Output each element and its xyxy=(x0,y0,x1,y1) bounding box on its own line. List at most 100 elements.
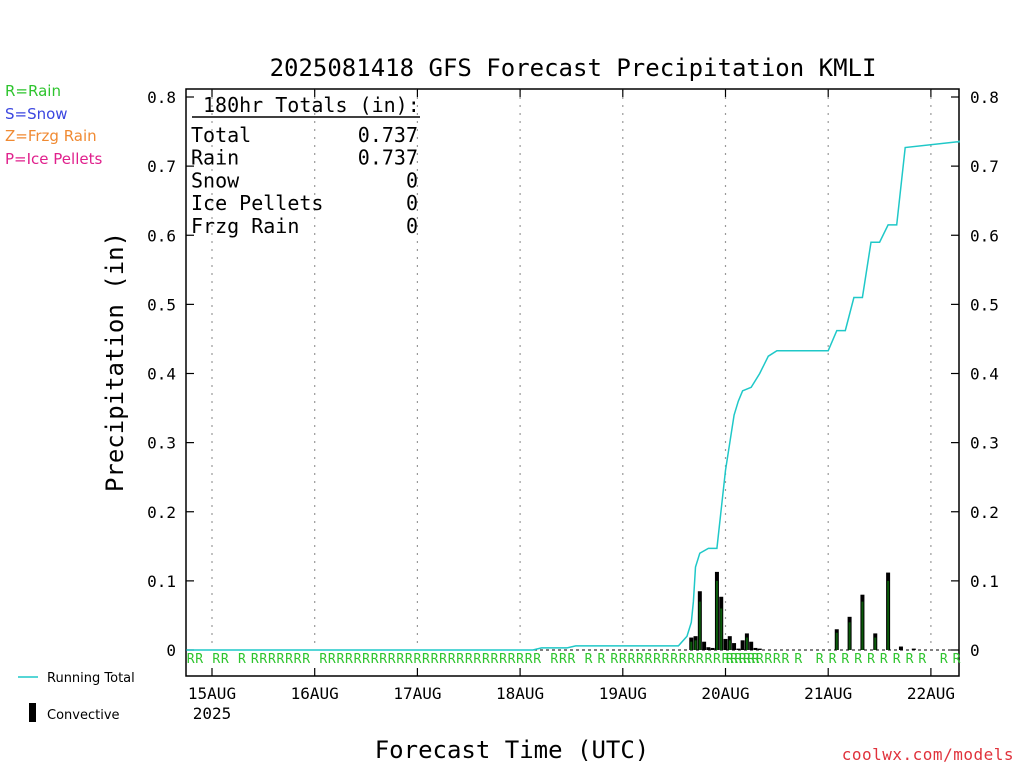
y-tick-label-right: 0.4 xyxy=(970,365,999,384)
convective-bar xyxy=(720,608,723,650)
rain-marker: R xyxy=(781,652,789,667)
ptype-legend-snow: S=Snow xyxy=(5,105,68,123)
y-tick-label-left: 0.6 xyxy=(147,226,176,245)
y-tick-label-left: 0 xyxy=(166,641,176,660)
rain-marker: R xyxy=(259,652,267,667)
y-tick-label-right: 0.5 xyxy=(970,295,999,314)
rain-marker: R xyxy=(516,652,524,667)
convective-bar xyxy=(835,632,838,650)
convective-legend-label: Convective xyxy=(47,708,120,723)
convective-bar xyxy=(861,601,864,650)
running-total-legend-label: Running Total xyxy=(47,671,135,686)
rain-marker: R xyxy=(508,652,516,667)
x-tick-label: 22AUG xyxy=(907,684,955,703)
rain-marker: R xyxy=(679,652,687,667)
rain-marker: R xyxy=(319,652,327,667)
rain-marker: R xyxy=(388,652,396,667)
precip-bar xyxy=(898,646,903,650)
totals-row-label: Snow xyxy=(191,168,240,192)
y-axis-label: Precipitation (in) xyxy=(101,232,129,492)
rain-marker: R xyxy=(285,652,293,667)
rain-marker: R xyxy=(953,652,961,667)
totals-row-label: Total xyxy=(191,123,251,147)
rain-marker: R xyxy=(747,652,755,667)
precip-bar xyxy=(706,647,711,650)
rain-marker: R xyxy=(619,652,627,667)
rain-marker: R xyxy=(221,652,229,667)
precip-bars xyxy=(186,571,959,651)
rain-marker: R xyxy=(533,652,541,667)
source-credit: coolwx.com/models xyxy=(841,745,1014,764)
x-tick-label: 17AUG xyxy=(393,684,441,703)
rain-marker: R xyxy=(722,652,730,667)
x-axis-label: Forecast Time (UTC) xyxy=(375,736,650,764)
totals-row-label: Frzg Rain xyxy=(191,214,299,238)
rain-marker: R xyxy=(610,652,618,667)
rain-marker: R xyxy=(773,652,781,667)
rain-marker: R xyxy=(525,652,533,667)
convective-bar xyxy=(698,601,701,650)
rain-marker: R xyxy=(585,652,593,667)
y-axis-right: 0 0.1 0.2 0.3 0.4 0.5 0.6 0.7 0.8 xyxy=(951,88,999,660)
precip-bar xyxy=(723,638,728,650)
convective-bar xyxy=(745,637,748,650)
convective-legend-swatch xyxy=(29,703,36,722)
rain-marker: R xyxy=(906,652,914,667)
convective-bar xyxy=(887,580,890,650)
y-tick-label-left: 0.7 xyxy=(147,157,176,176)
rain-marker: R xyxy=(499,652,507,667)
rain-marker: R xyxy=(439,652,447,667)
rain-marker: R xyxy=(627,652,635,667)
rain-marker: R xyxy=(880,652,888,667)
rain-marker: R xyxy=(212,652,220,667)
precip-bar xyxy=(757,648,762,650)
totals-row-value: 0 xyxy=(406,191,418,215)
rain-marker: R xyxy=(431,652,439,667)
rain-marker: R xyxy=(756,652,764,667)
y-tick-label-right: 0.2 xyxy=(970,503,999,522)
rain-marker: R xyxy=(893,652,901,667)
rain-marker: R xyxy=(568,652,576,667)
plot-area xyxy=(185,88,960,677)
precip-bar xyxy=(736,648,741,650)
rain-marker: R xyxy=(670,652,678,667)
running-total-line xyxy=(186,140,960,651)
y-tick-label-right: 0.6 xyxy=(970,226,999,245)
convective-bar xyxy=(728,640,731,650)
chart-title: 2025081418 GFS Forecast Precipitation KM… xyxy=(270,54,877,82)
rain-marker: R xyxy=(362,652,370,667)
x-tick-label: 18AUG xyxy=(496,684,544,703)
rain-marker: R xyxy=(345,652,353,667)
rain-marker: R xyxy=(829,652,837,667)
ptype-legend-frzg-rain: Z=Frzg Rain xyxy=(5,127,97,145)
rain-marker: R xyxy=(734,652,742,667)
rain-marker: R xyxy=(187,652,195,667)
rain-marker: R xyxy=(816,652,824,667)
convective-bar xyxy=(694,640,697,650)
totals-row-value: 0 xyxy=(406,168,418,192)
rain-marker: R xyxy=(550,652,558,667)
ptype-legend-ice-pellets: P=Ice Pellets xyxy=(5,150,103,168)
rain-marker: R xyxy=(559,652,567,667)
rain-marker: R xyxy=(841,652,849,667)
totals-heading: 180hr Totals (in): xyxy=(203,93,420,117)
convective-bar xyxy=(690,641,693,650)
rain-marker: R xyxy=(302,652,310,667)
rain-marker: R xyxy=(413,652,421,667)
x-tick-label: 19AUG xyxy=(599,684,647,703)
convective-bar xyxy=(874,637,877,650)
day-gridlines xyxy=(211,89,932,648)
rain-marker: R xyxy=(336,652,344,667)
rain-marker: R xyxy=(645,652,653,667)
rain-marker: R xyxy=(739,652,747,667)
rain-marker: R xyxy=(251,652,259,667)
series-legend: Running Total Convective xyxy=(18,671,135,723)
rain-marker: R xyxy=(473,652,481,667)
rain-marker: R xyxy=(918,652,926,667)
rain-marker: R xyxy=(662,652,670,667)
rain-marker: R xyxy=(764,652,772,667)
rain-marker: R xyxy=(456,652,464,667)
rain-marker: R xyxy=(940,652,948,667)
y-tick-label-left: 0.5 xyxy=(147,295,176,314)
